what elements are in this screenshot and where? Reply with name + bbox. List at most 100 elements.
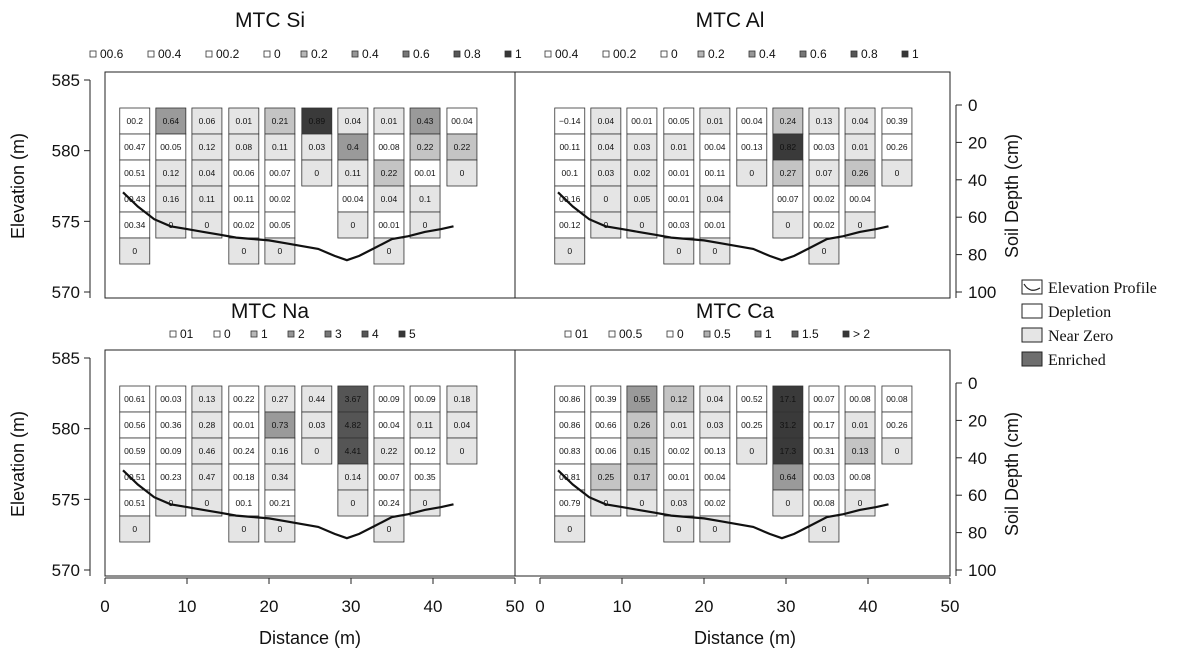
cell-value: 4.82 [345, 420, 362, 430]
legend-swatch [398, 330, 406, 338]
cell-value: 0 [713, 524, 718, 534]
soil-column: 3.67 4.82 4.41 0.14 0 [337, 385, 369, 517]
cell-value: 0.26 [852, 168, 869, 178]
legend-swatch [147, 50, 155, 58]
cell-value: 0 [822, 524, 827, 534]
legend-label: 4 [372, 327, 379, 341]
cell [264, 185, 296, 213]
y-tick-label: 580 [52, 420, 80, 439]
cell [373, 133, 405, 161]
cell [119, 385, 151, 413]
cell [772, 489, 804, 517]
cell [301, 437, 333, 465]
cell-value: 0.13 [852, 446, 869, 456]
legend-swatch [205, 50, 213, 58]
legend-swatch [901, 50, 909, 58]
cell [626, 107, 658, 135]
cell [155, 489, 187, 517]
cell-value: 0.26 [634, 420, 651, 430]
cell [409, 159, 441, 187]
key-label: Enriched [1048, 352, 1106, 369]
cell [337, 133, 369, 161]
cell [119, 411, 151, 439]
key-swatch-depletion [1021, 303, 1043, 319]
cell-value: 0 [895, 168, 900, 178]
cell-value: 0 [460, 446, 465, 456]
cell [409, 185, 441, 213]
soil-column: 00.22 00.01 00.24 00.18 00.1 0 [228, 385, 260, 543]
cell [409, 463, 441, 491]
soil-column: 00.07 00.17 00.31 00.03 00.08 0 [808, 385, 840, 543]
cell-value: 00.08 [378, 142, 400, 152]
cell-value: 00.22 [233, 394, 255, 404]
cell-value: 0 [603, 498, 608, 508]
cell [699, 385, 731, 413]
cell [554, 515, 586, 543]
x-tick-label: 20 [695, 597, 714, 616]
cell-value: 0.12 [163, 168, 180, 178]
x-tick-label: 10 [178, 597, 197, 616]
cell-value: 0.01 [671, 420, 688, 430]
cell [446, 159, 478, 187]
cell [155, 411, 187, 439]
cell-value: 00.66 [595, 420, 617, 430]
cell [554, 385, 586, 413]
cell-value: 00.02 [269, 194, 291, 204]
cell-value: 0.03 [309, 142, 326, 152]
legend-swatch [602, 50, 610, 58]
cell [264, 133, 296, 161]
cell-value: 0.04 [707, 194, 724, 204]
cell-value: 0.64 [163, 116, 180, 126]
cell [264, 385, 296, 413]
cell [626, 411, 658, 439]
cell [191, 107, 223, 135]
cell-value: 0.46 [199, 446, 216, 456]
cell [155, 107, 187, 135]
cell [808, 463, 840, 491]
cell [155, 185, 187, 213]
cell-value: 00.11 [705, 168, 726, 178]
depth-tick-label: 80 [968, 524, 987, 543]
cell-value: 0.4 [347, 142, 359, 152]
cell-value: 0.04 [707, 394, 724, 404]
cell [264, 107, 296, 135]
cell-value: 00.01 [668, 168, 690, 178]
cell [409, 385, 441, 413]
cell-value: 0.47 [199, 472, 216, 482]
panel-title: MTC Na [231, 300, 309, 323]
depth-tick-label: 80 [968, 246, 987, 265]
cell [228, 107, 260, 135]
legend-label: 1 [261, 327, 268, 341]
cell-value: 00.11 [233, 194, 254, 204]
legend-swatch [660, 50, 668, 58]
cell-value: 00.07 [777, 194, 799, 204]
cell-value: −0.14 [559, 116, 581, 126]
cell-value: 0.11 [199, 194, 215, 204]
cell [119, 185, 151, 213]
cell [228, 133, 260, 161]
key-label: Elevation Profile [1048, 280, 1157, 297]
legend-label: 00.4 [555, 47, 579, 61]
cell [228, 411, 260, 439]
cell [119, 211, 151, 239]
legend-swatch [402, 50, 410, 58]
soil-column: 0.01 00.08 0.22 0.04 00.01 0 [373, 107, 405, 265]
legend-label: 2 [298, 327, 305, 341]
cell-value: 0.11 [417, 420, 433, 430]
scale-legend: 01 0 1 2 3 4 5 [169, 327, 416, 341]
cell [409, 437, 441, 465]
legend-label: 01 [180, 327, 194, 341]
cell [119, 107, 151, 135]
cell [155, 385, 187, 413]
cell [301, 159, 333, 187]
cell [808, 159, 840, 187]
cell [844, 185, 876, 213]
cell-value: 0 [749, 446, 754, 456]
cell-value: 00.04 [378, 420, 400, 430]
legend-label: 0.5 [714, 327, 731, 341]
cell-value: 00.03 [813, 472, 835, 482]
x-axis-label: Distance (m) [694, 628, 796, 648]
cell-value: 0 [895, 446, 900, 456]
cell [590, 211, 622, 239]
soil-column: 0.12 0.01 00.02 00.01 0.03 0 [663, 385, 695, 543]
